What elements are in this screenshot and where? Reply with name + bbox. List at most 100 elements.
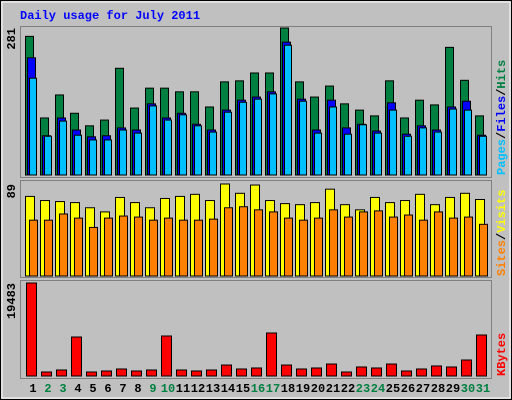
x-tick-label: 14 <box>221 382 235 396</box>
x-tick-label: 17 <box>266 382 280 396</box>
bar <box>44 219 53 277</box>
x-tick-label: 16 <box>251 382 265 396</box>
bar <box>299 219 308 277</box>
bar <box>281 364 292 377</box>
bar <box>74 217 83 277</box>
bar <box>44 135 52 176</box>
x-tick-label: 4 <box>74 382 81 396</box>
bar <box>449 108 457 176</box>
bar <box>59 213 68 277</box>
x-tick-label: 13 <box>206 382 220 396</box>
bar <box>314 217 323 277</box>
bar <box>254 98 262 176</box>
x-tick-label: 25 <box>386 382 400 396</box>
bar <box>344 216 353 277</box>
bar <box>74 134 82 176</box>
legend-entry: Visits <box>495 190 509 233</box>
bar <box>179 219 188 277</box>
bar <box>464 216 473 277</box>
bar <box>359 124 367 176</box>
x-tick-label: 28 <box>431 382 445 396</box>
x-tick-label: 11 <box>176 382 190 396</box>
x-tick-label: 1 <box>29 382 36 396</box>
x-tick-label: 5 <box>89 382 96 396</box>
x-tick-label: 2 <box>44 382 51 396</box>
bar <box>389 109 397 176</box>
legend: Pages/Files/Hits <box>495 60 509 175</box>
bar <box>179 114 187 176</box>
bar <box>284 44 292 176</box>
bar <box>449 217 458 277</box>
y-tick-label: 281 <box>5 28 19 50</box>
bar <box>479 135 487 176</box>
x-tick-label: 6 <box>104 382 111 396</box>
x-tick-label: 24 <box>371 382 385 396</box>
bar <box>71 336 82 377</box>
bar <box>224 111 232 176</box>
x-tick-label: 29 <box>446 382 460 396</box>
bar <box>134 132 142 176</box>
bar <box>254 209 263 277</box>
x-tick-label: 9 <box>149 382 156 396</box>
bar <box>371 367 382 377</box>
x-tick-label: 21 <box>326 382 340 396</box>
legend: KBytes <box>495 333 509 376</box>
bar <box>344 133 352 176</box>
bar <box>161 335 172 377</box>
x-tick-label: 7 <box>119 382 126 396</box>
x-tick-label: 27 <box>416 382 430 396</box>
bar <box>299 100 307 176</box>
bar <box>296 368 307 377</box>
bar <box>119 129 127 176</box>
x-tick-label: 23 <box>356 382 370 396</box>
bar <box>149 219 158 277</box>
x-tick-label: 18 <box>281 382 295 396</box>
bar <box>134 216 143 277</box>
x-tick-label: 19 <box>296 382 310 396</box>
bar <box>464 109 472 176</box>
bar <box>146 369 157 377</box>
x-tick-label: 30 <box>461 382 475 396</box>
x-tick-label: 31 <box>476 382 490 396</box>
bar <box>434 131 442 176</box>
x-tick-label: 10 <box>161 382 175 396</box>
bar <box>56 369 67 377</box>
bar <box>41 371 52 377</box>
legend-separator: / <box>495 89 509 96</box>
bar <box>26 282 37 377</box>
bar <box>266 332 277 377</box>
bar <box>89 226 98 277</box>
bar <box>239 101 247 176</box>
bar <box>479 223 488 277</box>
bar <box>476 334 487 377</box>
x-tick-label: 20 <box>311 382 325 396</box>
bar <box>164 119 172 176</box>
x-tick-label: 26 <box>401 382 415 396</box>
legend-entry: Hits <box>495 60 509 89</box>
legend-entry: Pages <box>495 139 509 175</box>
bar <box>434 211 443 277</box>
bar <box>236 368 247 377</box>
bar <box>131 370 142 377</box>
bar <box>311 367 322 377</box>
bar <box>269 211 278 277</box>
bar <box>104 217 113 277</box>
bar <box>431 365 442 377</box>
bar <box>419 127 427 176</box>
legend-entry: Sites <box>495 240 509 276</box>
bar <box>194 125 202 176</box>
legend-entry: Files <box>495 96 509 132</box>
bar <box>419 219 428 277</box>
bar <box>59 120 67 176</box>
x-tick-label: 15 <box>236 382 250 396</box>
bar <box>164 217 173 277</box>
bar <box>86 371 97 377</box>
bar <box>374 210 383 277</box>
bar <box>341 371 352 377</box>
bar <box>191 370 202 377</box>
bar <box>116 368 127 377</box>
bar <box>404 214 413 277</box>
chart-title: Daily usage for July 2011 <box>20 9 200 23</box>
x-tick-label: 12 <box>191 382 205 396</box>
